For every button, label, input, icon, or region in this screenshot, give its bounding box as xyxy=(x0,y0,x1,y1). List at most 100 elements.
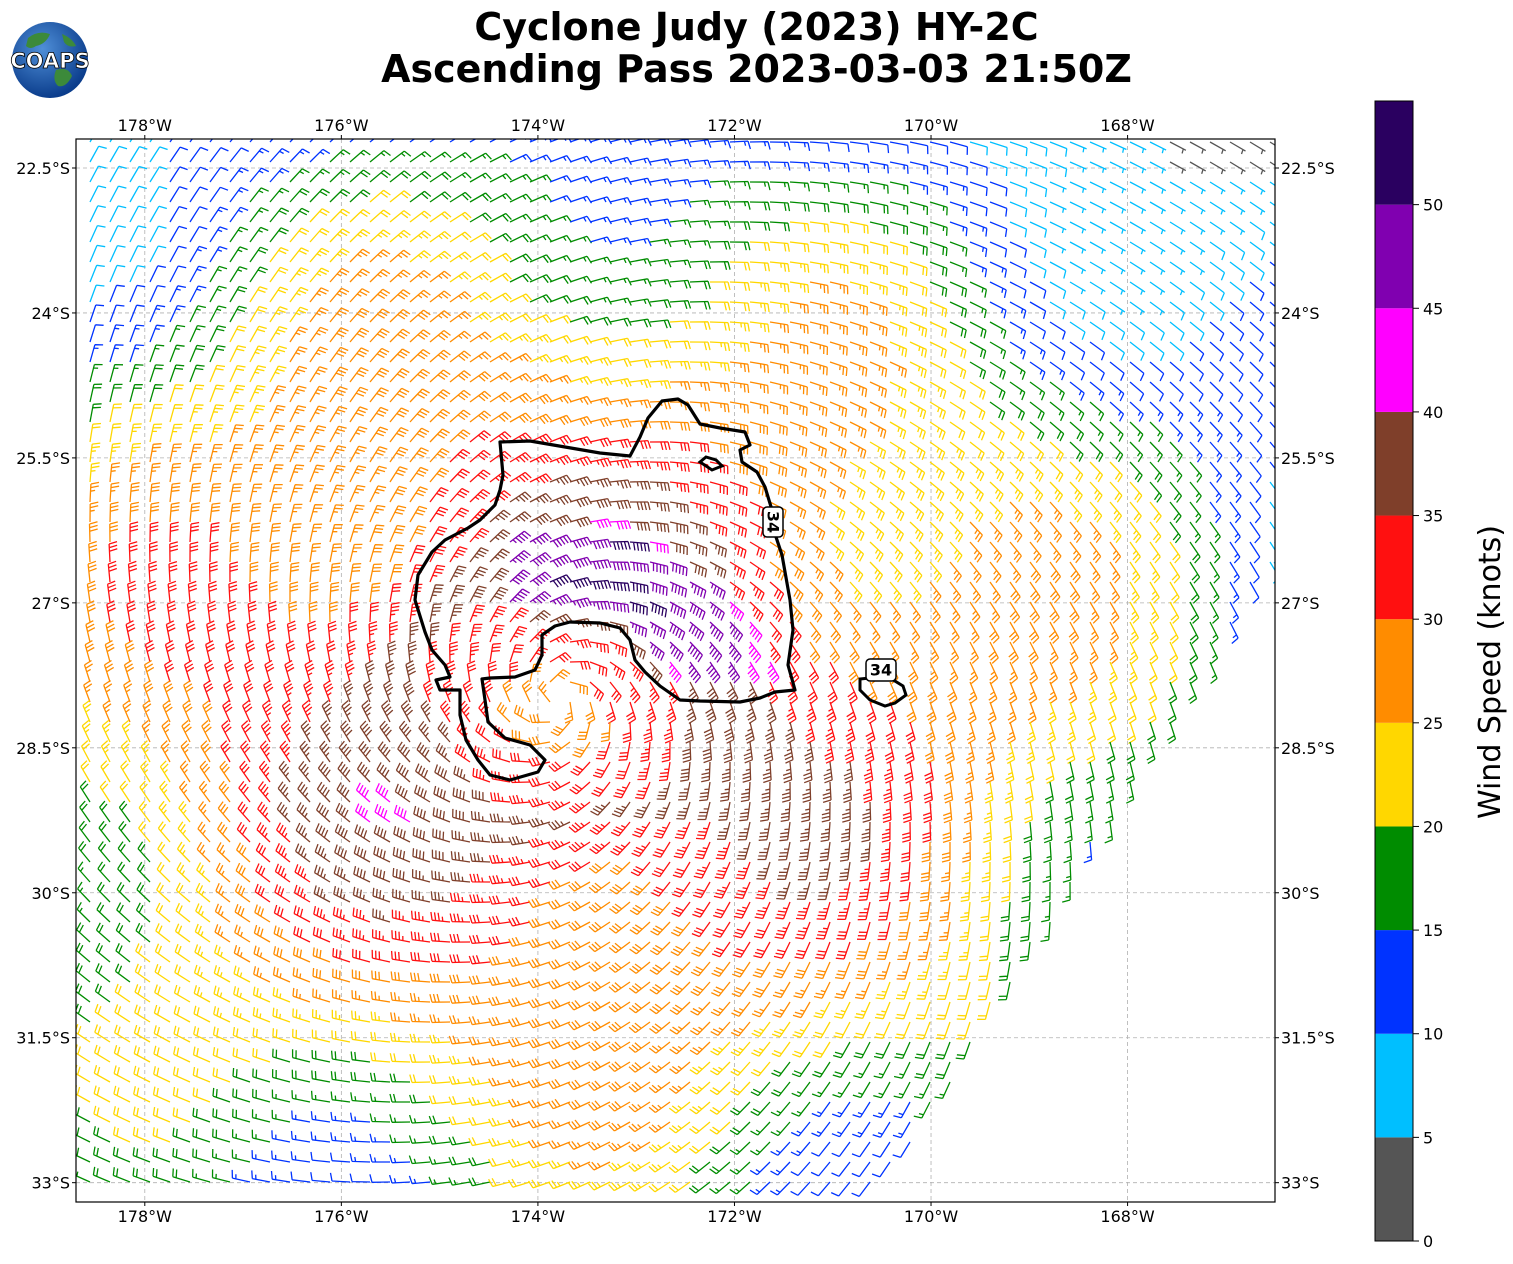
wind-barb xyxy=(1129,501,1142,523)
wind-barb xyxy=(1009,561,1022,584)
wind-barb xyxy=(1169,481,1183,503)
wind-barb xyxy=(300,720,312,743)
wind-barb xyxy=(669,981,691,996)
wind-barb xyxy=(730,1061,751,1076)
wind-barb xyxy=(709,1141,731,1155)
wind-barb xyxy=(749,201,771,211)
wind-barb xyxy=(234,924,251,943)
wind-barb xyxy=(589,518,612,529)
wind-barb xyxy=(709,621,724,642)
wind-barb xyxy=(489,834,511,844)
wind-barb xyxy=(103,659,115,683)
wind-barb xyxy=(1249,401,1263,423)
wind-barb xyxy=(392,846,411,863)
wind-barb xyxy=(129,324,145,343)
wind-barb xyxy=(832,1081,851,1098)
wind-barb xyxy=(109,145,128,163)
wind-barb xyxy=(589,457,612,468)
lat-tick-label-left: 31.5°S xyxy=(16,1029,70,1048)
wind-barb xyxy=(212,1128,231,1143)
wind-barb xyxy=(680,761,691,782)
wind-barb xyxy=(949,361,967,379)
wind-barb xyxy=(845,721,856,744)
wind-barb xyxy=(1209,161,1226,175)
wind-barb xyxy=(1009,141,1028,157)
wind-barb xyxy=(1109,341,1125,361)
wind-barb xyxy=(897,921,911,941)
wind-barb xyxy=(269,365,287,383)
wind-barb xyxy=(611,801,631,818)
wind-barb xyxy=(135,943,151,963)
wind-barb xyxy=(390,950,411,963)
wind-barb xyxy=(831,1141,851,1158)
wind-barb xyxy=(1269,521,1275,544)
wind-barb xyxy=(689,381,711,392)
wind-barb xyxy=(509,193,533,203)
wind-barb xyxy=(688,1161,711,1174)
wind-barb xyxy=(1029,661,1039,685)
wind-barb xyxy=(1069,201,1087,214)
wind-barb xyxy=(257,781,271,803)
wind-barb xyxy=(609,217,632,226)
wind-barb xyxy=(349,504,365,523)
wind-barb xyxy=(829,141,850,153)
wind-barb xyxy=(1229,461,1243,483)
wind-barb xyxy=(750,1061,771,1077)
wind-barb xyxy=(756,861,771,880)
wind-barb xyxy=(716,821,731,841)
wind-barb xyxy=(488,1097,511,1107)
wind-barb xyxy=(1109,421,1124,442)
wind-barb xyxy=(527,877,551,889)
wind-barb xyxy=(169,186,188,203)
wind-barb xyxy=(269,542,280,563)
wind-barb xyxy=(684,721,694,744)
wind-barb xyxy=(389,485,407,503)
wind-barb xyxy=(429,151,452,163)
wind-barb xyxy=(196,841,211,863)
wind-barb xyxy=(229,206,249,223)
colorbar-segment xyxy=(1375,930,1413,1034)
wind-barb xyxy=(649,501,670,512)
wind-barb xyxy=(209,443,223,463)
wind-barb xyxy=(788,661,800,684)
wind-barb xyxy=(409,447,429,463)
wind-barb xyxy=(929,141,949,155)
wind-barb xyxy=(589,196,612,205)
wind-barb xyxy=(263,679,274,703)
wind-barb xyxy=(329,386,348,403)
wind-barb xyxy=(273,925,291,943)
wind-barb xyxy=(189,482,201,503)
wind-barb xyxy=(689,561,708,578)
wind-barb xyxy=(649,981,671,995)
wind-barb xyxy=(709,240,731,250)
wind-barb xyxy=(1229,261,1245,281)
wind-barb xyxy=(99,800,111,823)
wind-barb xyxy=(1109,221,1127,234)
wind-barb xyxy=(629,379,652,389)
wind-barb xyxy=(989,221,1008,237)
wind-barb xyxy=(120,740,131,763)
wind-barb xyxy=(313,864,331,883)
wind-barb xyxy=(1026,721,1037,745)
wind-barb xyxy=(409,151,432,163)
wind-barb xyxy=(949,161,968,176)
wind-barb xyxy=(389,387,410,403)
wind-barb xyxy=(251,1170,271,1183)
wind-barb xyxy=(329,228,350,243)
wind-barb xyxy=(269,464,284,483)
wind-barb xyxy=(790,1141,811,1157)
wind-barb xyxy=(854,1001,871,1020)
wind-barb xyxy=(409,1033,431,1043)
wind-barb xyxy=(589,356,612,366)
wind-barb xyxy=(413,784,431,803)
wind-barb xyxy=(529,154,553,163)
wind-barb xyxy=(336,782,351,803)
wind-barb xyxy=(116,881,131,903)
wind-barb xyxy=(1049,501,1063,523)
wind-barb xyxy=(1169,341,1185,362)
wind-barb xyxy=(796,881,811,900)
wind-barb xyxy=(629,217,652,227)
wind-barb xyxy=(688,661,702,684)
wind-barb xyxy=(529,473,552,484)
wind-barb xyxy=(851,1141,871,1158)
